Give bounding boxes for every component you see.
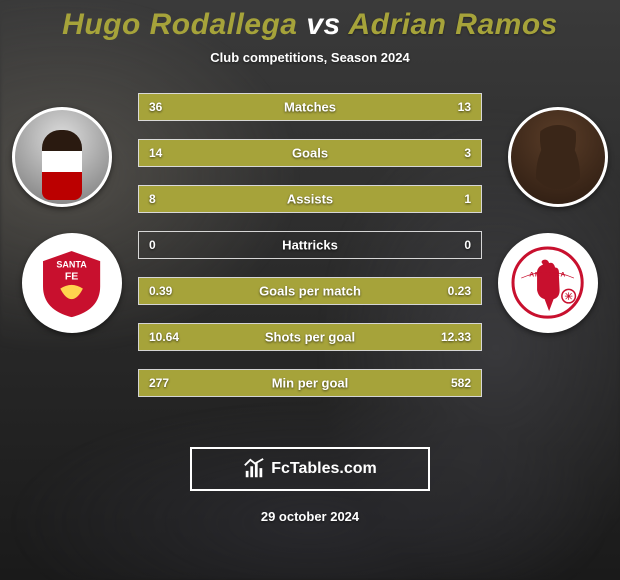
stat-label: Assists bbox=[287, 192, 333, 207]
stat-fill-left bbox=[139, 140, 419, 166]
stat-fill-left bbox=[139, 94, 389, 120]
santa-fe-crest-icon: SANTA FE bbox=[34, 245, 109, 320]
player-right-photo bbox=[508, 107, 608, 207]
stat-bar: 14 3 Goals bbox=[138, 139, 482, 167]
stat-label: Hattricks bbox=[282, 238, 338, 253]
stat-value-right: 0.23 bbox=[448, 284, 471, 298]
stat-bar: 0.39 0.23 Goals per match bbox=[138, 277, 482, 305]
stat-label: Min per goal bbox=[272, 376, 349, 391]
stat-value-left: 277 bbox=[149, 376, 169, 390]
title-player1: Hugo Rodallega bbox=[62, 8, 297, 41]
stat-label: Shots per goal bbox=[265, 330, 355, 345]
stat-value-right: 582 bbox=[451, 376, 471, 390]
stat-bar: 277 582 Min per goal bbox=[138, 369, 482, 397]
page-title: Hugo Rodallega vs Adrian Ramos bbox=[0, 8, 620, 42]
stat-bar: 10.64 12.33 Shots per goal bbox=[138, 323, 482, 351]
stat-label: Goals per match bbox=[259, 284, 361, 299]
team-right-crest: AMERICA bbox=[498, 233, 598, 333]
stat-value-right: 1 bbox=[464, 192, 471, 206]
stat-label: Matches bbox=[284, 100, 336, 115]
svg-text:AMERICA: AMERICA bbox=[530, 272, 567, 279]
stat-bars: 3613Matches143Goals81Assists00Hattricks0… bbox=[138, 93, 482, 415]
stat-value-left: 36 bbox=[149, 100, 162, 114]
stat-value-left: 8 bbox=[149, 192, 156, 206]
subtitle: Club competitions, Season 2024 bbox=[0, 50, 620, 65]
stat-value-right: 13 bbox=[458, 100, 471, 114]
stat-value-left: 14 bbox=[149, 146, 162, 160]
brand-text: FcTables.com bbox=[271, 460, 377, 478]
stat-value-right: 0 bbox=[464, 238, 471, 252]
date-text: 29 october 2024 bbox=[0, 509, 620, 524]
stat-bar: 36 13 Matches bbox=[138, 93, 482, 121]
america-crest-icon: AMERICA bbox=[510, 245, 585, 320]
stat-value-left: 0 bbox=[149, 238, 156, 252]
title-player2: Adrian Ramos bbox=[348, 8, 557, 41]
player-left-photo bbox=[12, 107, 112, 207]
brand-box: FcTables.com bbox=[190, 447, 430, 491]
team-left-crest: SANTA FE bbox=[22, 233, 122, 333]
stat-fill-right bbox=[443, 186, 481, 212]
svg-text:SANTA: SANTA bbox=[57, 260, 88, 270]
stat-value-left: 10.64 bbox=[149, 330, 179, 344]
stat-fill-right bbox=[419, 140, 481, 166]
stat-value-right: 12.33 bbox=[441, 330, 471, 344]
stat-bar: 0 0 Hattricks bbox=[138, 231, 482, 259]
title-vs: vs bbox=[306, 8, 340, 41]
svg-text:FE: FE bbox=[65, 271, 78, 283]
stat-bar: 8 1 Assists bbox=[138, 185, 482, 213]
stat-value-left: 0.39 bbox=[149, 284, 172, 298]
stat-value-right: 3 bbox=[464, 146, 471, 160]
stat-label: Goals bbox=[292, 146, 328, 161]
chart-icon bbox=[243, 458, 265, 480]
